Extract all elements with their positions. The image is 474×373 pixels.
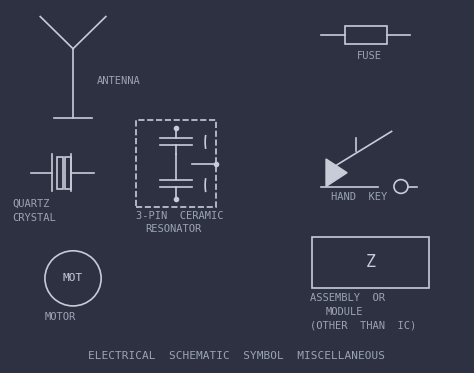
Text: QUARTZ: QUARTZ <box>12 199 50 209</box>
Text: HAND  KEY: HAND KEY <box>331 192 387 202</box>
Bar <box>137 120 216 207</box>
Text: MOT: MOT <box>63 273 83 283</box>
Bar <box>57 157 63 189</box>
Text: ANTENNA: ANTENNA <box>97 76 140 86</box>
Text: ASSEMBLY  OR: ASSEMBLY OR <box>310 293 384 303</box>
Text: ELECTRICAL  SCHEMATIC  SYMBOL  MISCELLANEOUS: ELECTRICAL SCHEMATIC SYMBOL MISCELLANEOU… <box>89 351 385 361</box>
Text: RESONATOR: RESONATOR <box>146 225 202 235</box>
Text: (OTHER  THAN  IC): (OTHER THAN IC) <box>310 321 416 331</box>
Text: FUSE: FUSE <box>356 51 382 60</box>
Bar <box>312 237 429 288</box>
Text: Z: Z <box>365 253 375 271</box>
Text: 3-PIN  CERAMIC: 3-PIN CERAMIC <box>137 211 224 221</box>
Bar <box>345 26 387 44</box>
Text: MOTOR: MOTOR <box>45 312 76 322</box>
Bar <box>64 157 71 189</box>
Text: CRYSTAL: CRYSTAL <box>12 213 56 223</box>
Polygon shape <box>326 159 347 186</box>
Text: MODULE: MODULE <box>326 307 364 317</box>
